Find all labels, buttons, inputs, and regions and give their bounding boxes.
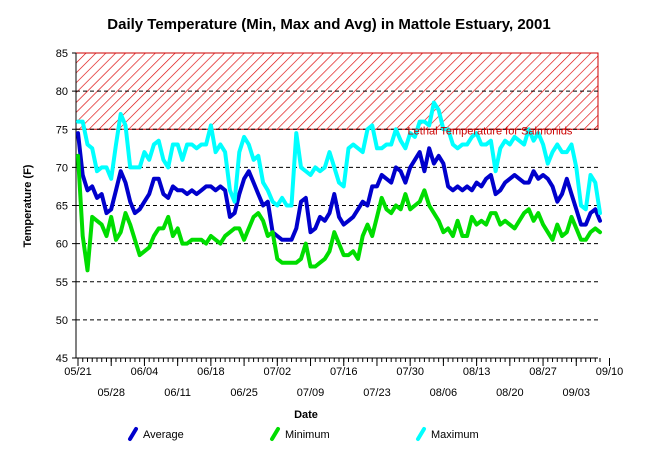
x-tick-label: 09/03 [563, 387, 591, 399]
y-tick-label: 85 [56, 48, 68, 60]
x-tick-label: 06/11 [164, 387, 191, 399]
x-tick-label: 08/13 [463, 366, 491, 378]
x-tick-label: 06/04 [131, 366, 159, 378]
x-tick-label: 08/06 [430, 387, 458, 399]
x-tick-label: 07/16 [330, 366, 358, 378]
y-tick-label: 65 [56, 201, 68, 213]
x-tick-label: 05/21 [64, 366, 92, 378]
y-tick-label: 55 [56, 277, 68, 289]
y-tick-label: 70 [56, 162, 68, 174]
y-tick-label: 80 [56, 86, 68, 98]
series-line-minimum [76, 153, 602, 273]
x-tick-label: 09/10 [596, 366, 624, 378]
x-tick-label: 08/20 [496, 387, 524, 399]
x-tick-label: 07/02 [264, 366, 292, 378]
x-tick-label: 05/28 [97, 387, 125, 399]
legend-label: Average [143, 429, 184, 441]
x-axis-label: Date [294, 409, 318, 421]
y-tick-label: 75 [56, 124, 68, 136]
y-tick-label: 60 [56, 239, 68, 251]
legend: Average Minimum Maximum [128, 427, 479, 441]
annotation-label: Lethal Temperature for Salmonids [408, 125, 573, 137]
plot-area: 45 50 55 60 65 70 75 80 85 05/21 06/04 06/18 07/02 07… [56, 48, 624, 399]
x-tick-label: 07/09 [297, 387, 325, 399]
series-line-maximum [76, 100, 602, 216]
legend-swatch [128, 427, 138, 441]
legend-label: Maximum [431, 429, 479, 441]
x-tick-label: 06/25 [230, 387, 258, 399]
series-line-average [76, 131, 602, 242]
legend-label: Minimum [285, 429, 330, 441]
y-tick-label: 50 [56, 315, 68, 327]
y-tick-label: 45 [56, 353, 68, 365]
x-tick-label: 06/18 [197, 366, 225, 378]
x-tick-label: 07/30 [396, 366, 424, 378]
x-tick-label: 08/27 [529, 366, 557, 378]
y-axis-label: Temperature (F) [22, 164, 34, 247]
legend-swatch [416, 427, 426, 441]
chart-title: Daily Temperature (Min, Max and Avg) in … [107, 16, 550, 33]
legend-swatch [270, 427, 280, 441]
x-tick-label: 07/23 [363, 387, 391, 399]
